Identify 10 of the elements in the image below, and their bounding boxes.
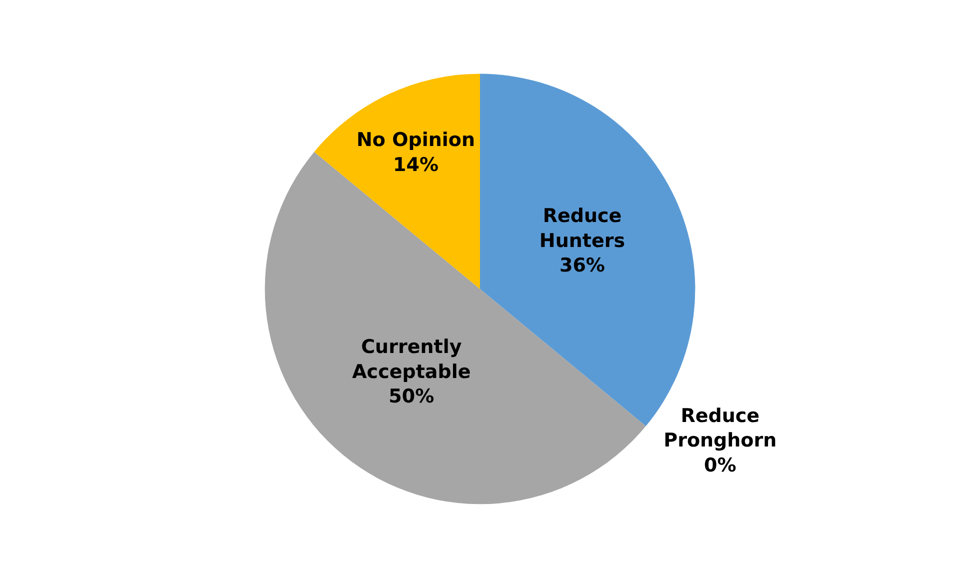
- pie-slice: [265, 152, 646, 504]
- data-label: 50%: [388, 386, 434, 408]
- data-label: 36%: [559, 254, 605, 277]
- slice-label: Reduce Hunters: [539, 205, 626, 252]
- category-label: Reduce Pronghorn: [664, 404, 777, 452]
- text: 0%: [704, 454, 736, 476]
- pie-slice: [314, 74, 480, 289]
- slice-label: Currently Acceptable: [352, 336, 471, 383]
- data-label: 14%: [392, 154, 438, 176]
- slice-label: No Opinion: [356, 129, 475, 152]
